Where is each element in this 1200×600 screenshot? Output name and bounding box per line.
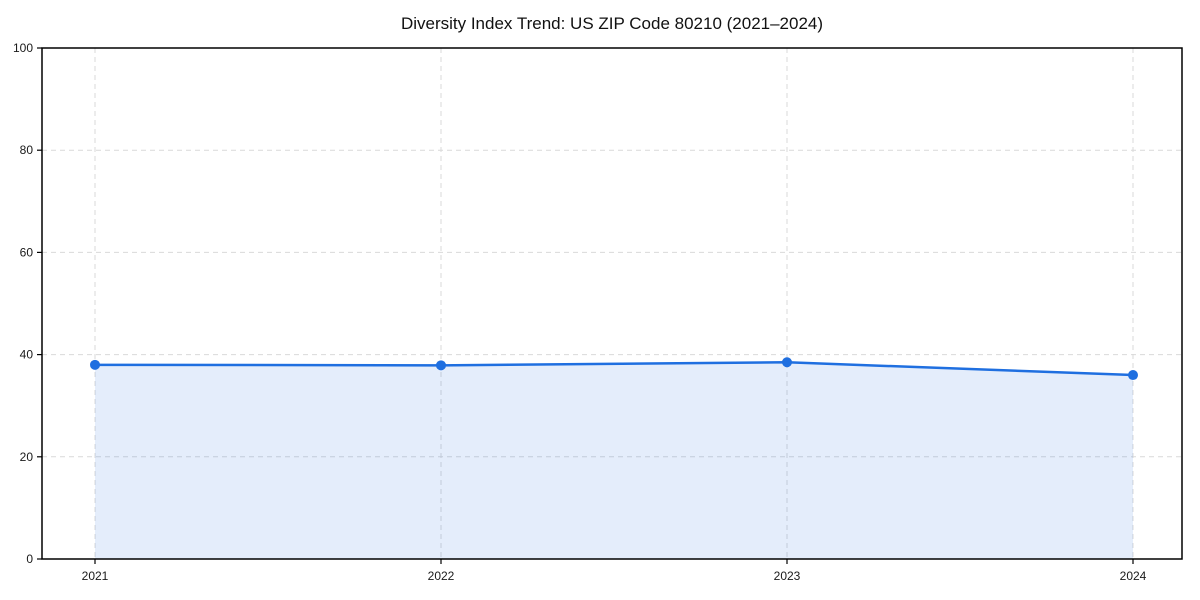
y-tick-label: 40 [20,348,34,362]
x-tick-label: 2021 [82,569,109,583]
chart-title: Diversity Index Trend: US ZIP Code 80210… [400,14,824,33]
data-point-marker [90,359,100,370]
x-tick-label: 2023 [774,569,801,583]
y-tick-label: 20 [20,450,34,464]
data-point-marker [782,357,792,368]
x-tick-label: 2024 [1120,569,1147,583]
y-tick-label: 80 [20,143,34,157]
series-line [93,361,1135,377]
data-point-marker [436,360,446,371]
y-tick-label: 60 [20,245,34,259]
x-tick-label: 2022 [428,569,455,583]
y-tick-label: 100 [13,41,33,55]
series-area-fill [95,362,1133,559]
data-point-marker [1128,370,1138,381]
y-tick-label: 0 [26,552,33,566]
plot-border [41,47,1183,560]
